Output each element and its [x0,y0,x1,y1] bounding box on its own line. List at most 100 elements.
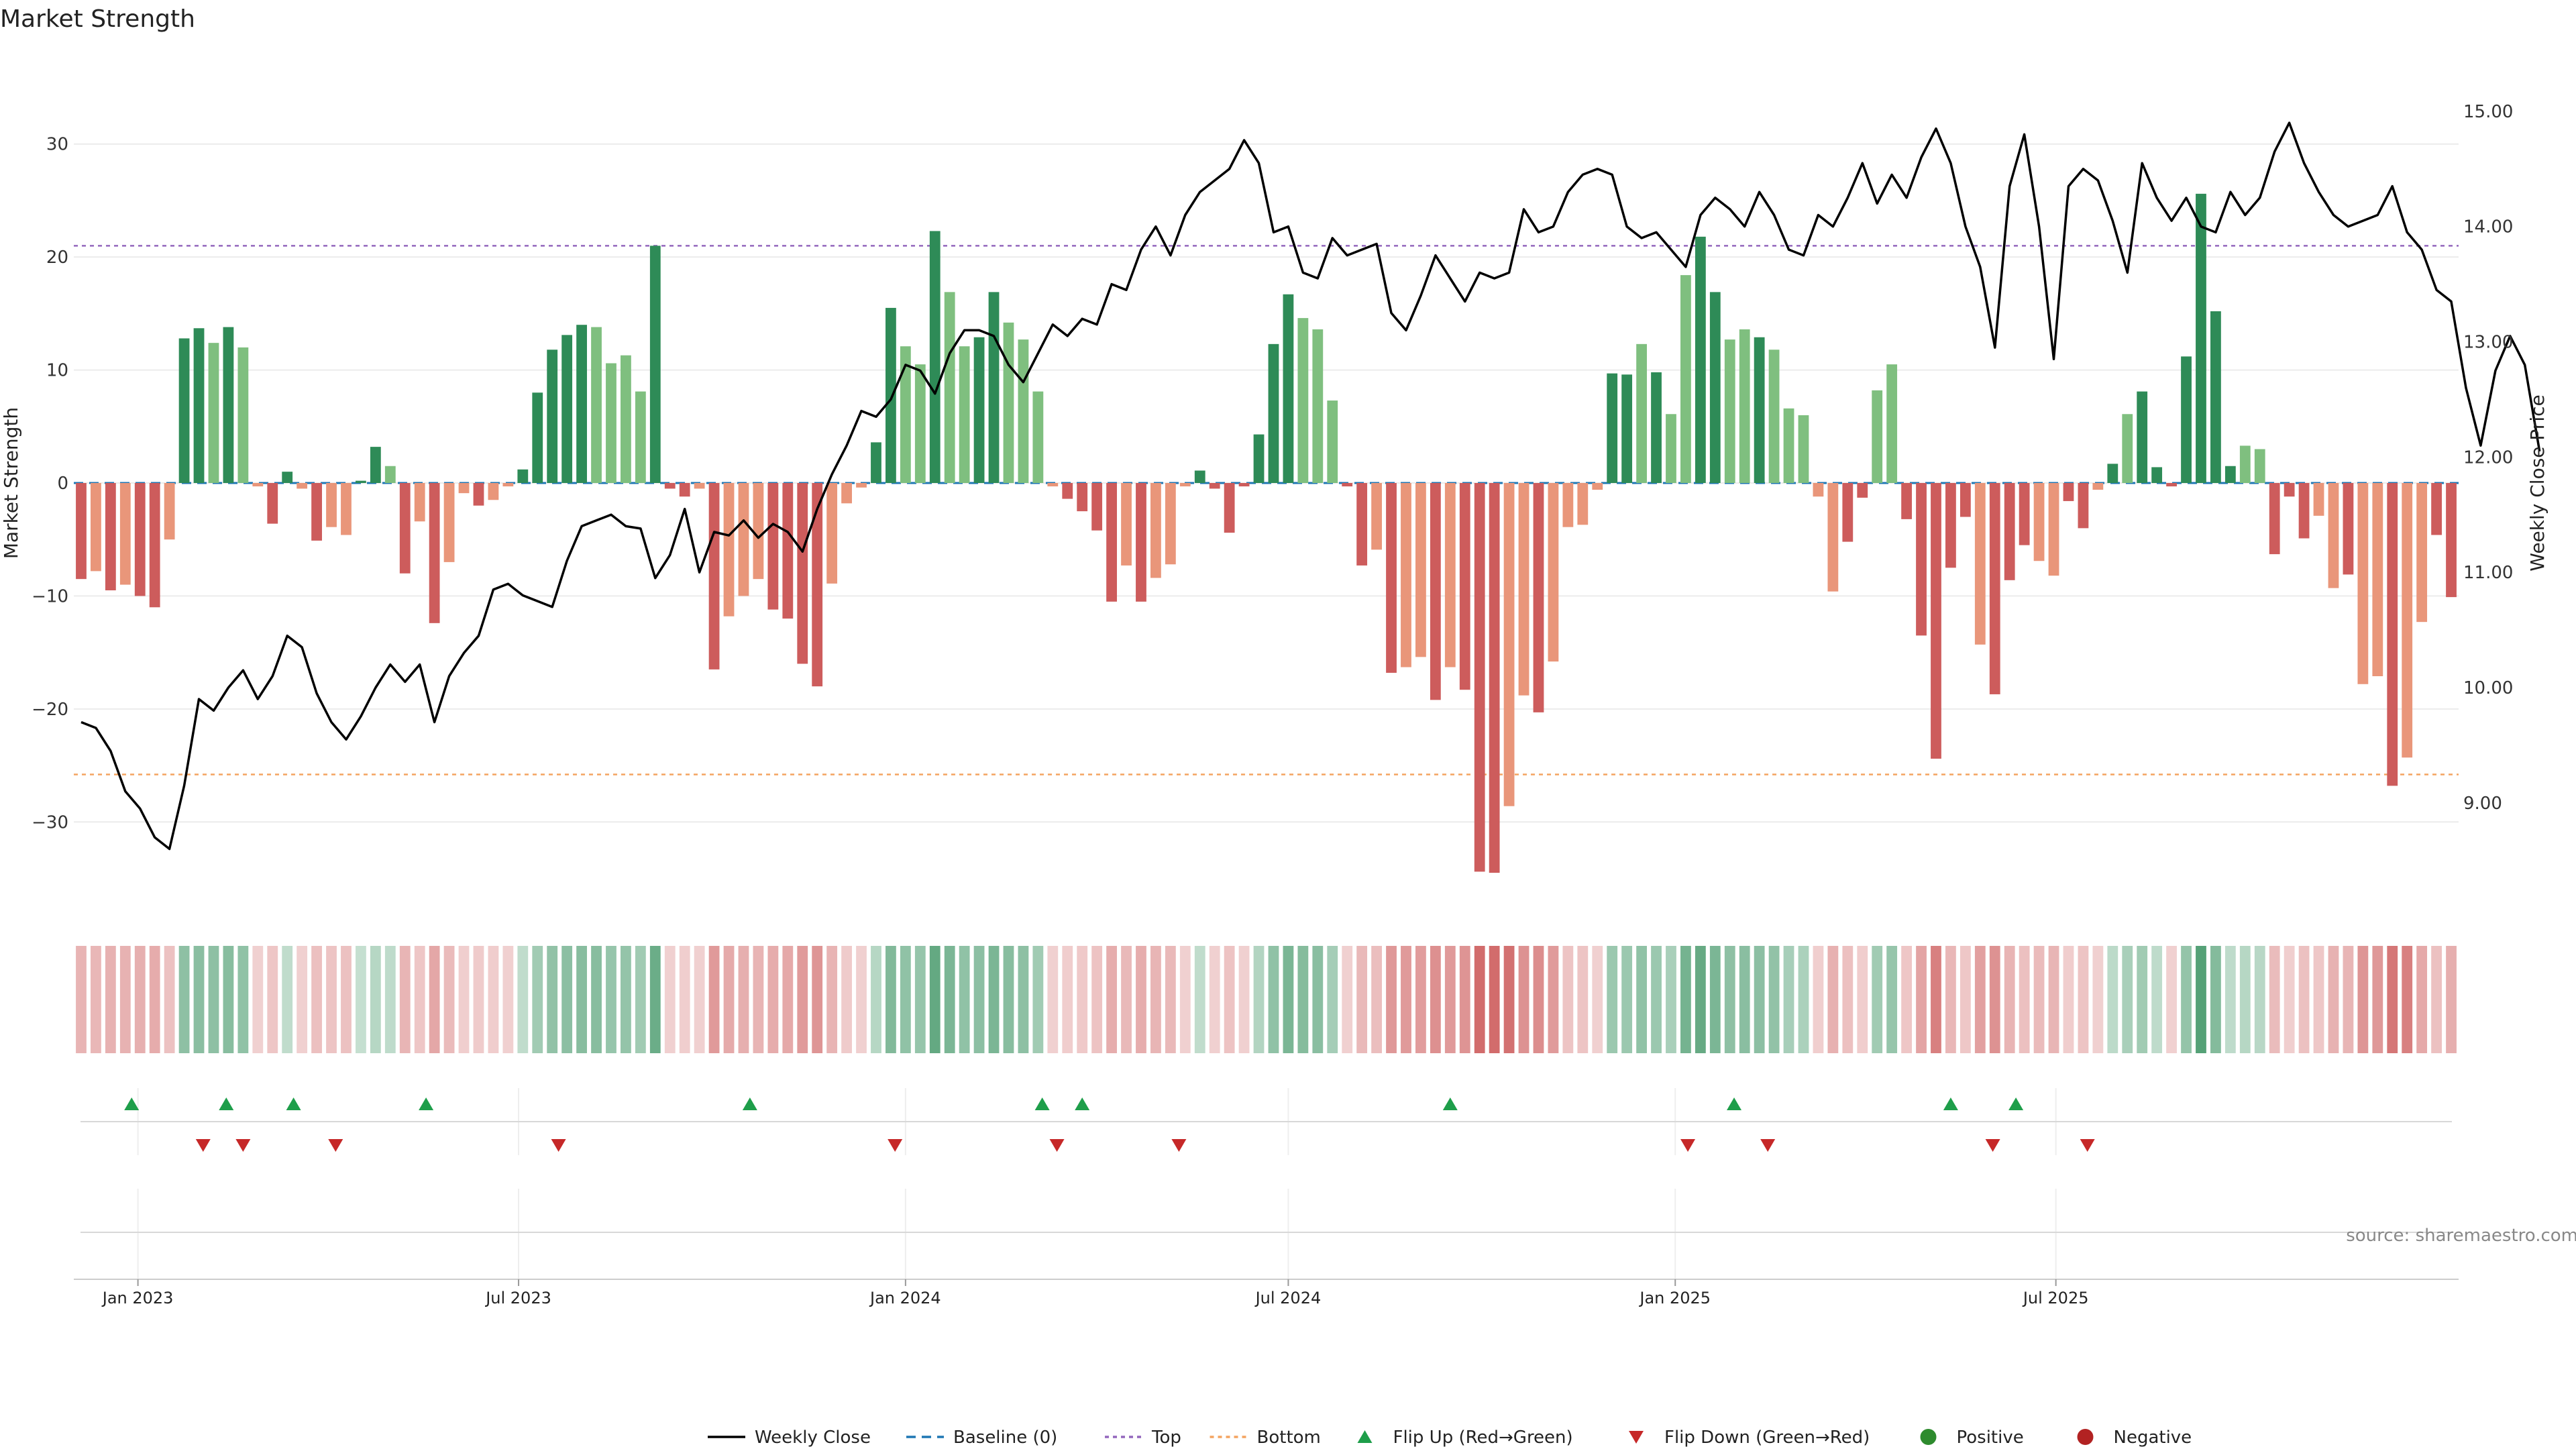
heat-cell [1459,946,1470,1053]
x-axis-ticks: Jan 2023 Jul 2023 Jan 2024 Jul 2024 Jan 2025… [101,1279,2089,1307]
legend-label: Positive [1957,1428,2024,1448]
heat-cell [1562,946,1574,1053]
heat-cell [1209,946,1220,1053]
strength-bar [1916,483,1927,636]
heat-cell [1165,946,1176,1053]
strength-bar [2239,445,2251,483]
strength-bar [753,483,764,580]
heat-cell [1003,946,1014,1053]
flip-down-marker [328,1139,343,1152]
heat-cell [2328,946,2339,1053]
strength-bar [841,483,852,504]
strength-bar [149,483,160,608]
x-tick-label: Jul 2025 [2022,1289,2089,1307]
heat-cell [193,946,205,1053]
flip-down-marker [195,1139,211,1152]
heat-cell [1091,946,1103,1053]
heat-cell [664,946,676,1053]
strength-bar [1444,483,1456,667]
flip-up-markers [124,1097,2024,1110]
strength-bar [2033,483,2045,561]
strength-bar [547,350,558,483]
heat-cell [914,946,926,1053]
x-tick-label: Jan 2024 [869,1289,941,1307]
heat-cell [223,946,234,1053]
strength-bar [1562,483,1574,527]
legend-label: Top [1151,1428,1181,1448]
heat-cell [1592,946,1603,1053]
heat-cell [988,946,1000,1053]
heat-cell [502,946,514,1053]
strength-bar [1386,483,1397,673]
heat-cell [2387,946,2398,1053]
flip-up-marker [1442,1097,1458,1110]
flip-down-marker [1049,1139,1065,1152]
strength-bar [1503,483,1515,806]
y2-axis-label: Weekly Close Price [2526,394,2548,571]
strength-bar [1931,483,1941,759]
strength-bar [1032,391,1044,483]
heat-cell [1798,946,1809,1053]
heat-cell [1695,946,1706,1053]
heat-cell [1386,946,1397,1053]
heat-cell [782,946,794,1053]
heat-cell [1047,946,1059,1053]
strength-bar [561,335,573,483]
strength-bar [1415,483,1426,657]
flip-down-marker [1171,1139,1187,1152]
heat-cell [753,946,764,1053]
strength-bar [2416,483,2428,623]
strength-bar [1945,483,1956,568]
heat-cell [2298,946,2310,1053]
heat-cell [1283,946,1294,1053]
flip-down-marker [1680,1139,1696,1152]
strength-bar [1607,373,1618,483]
strength-bar [1872,390,1883,483]
heat-cell [2416,946,2428,1053]
heat-cell [1577,946,1589,1053]
strength-bar [2078,483,2089,529]
heat-cell [134,946,146,1053]
strength-bar [311,483,322,541]
strength-bar [326,483,337,527]
heat-cell [384,946,396,1053]
strength-bar [2284,483,2295,497]
heat-cell [473,946,484,1053]
heat-cell [959,946,970,1053]
heat-cell [2107,946,2118,1053]
strength-bar [414,483,425,522]
heat-cell [2446,946,2457,1053]
strength-bar [1974,483,1986,645]
legend-flip-up: Flip Up (Red→Green) [1357,1428,1573,1448]
chart-title: Market Strength [0,5,195,33]
strength-bar [370,447,381,483]
heat-cell [1666,946,1676,1053]
strength-bar [91,483,101,572]
heat-cell [1194,946,1205,1053]
flip-down-marker [1985,1139,2000,1152]
heat-cell [723,946,735,1053]
strength-bar [1209,483,1220,489]
strength-bar [1798,415,1809,483]
heat-cell [1238,946,1250,1053]
strength-bar [193,328,205,483]
flip-up-marker [2008,1097,2024,1110]
heat-cell [973,946,985,1053]
heat-cell [1813,946,1824,1053]
heat-cell [767,946,779,1053]
heat-cell [517,946,529,1053]
heat-cell [488,946,499,1053]
heat-cell [1268,946,1279,1053]
strength-bar [1371,483,1382,550]
strength-bar [1327,400,1338,483]
flip-down-marker [551,1139,566,1152]
strength-bar [2387,483,2398,786]
heat-cell [2063,946,2074,1053]
strength-bar [1666,414,1676,483]
heat-cell [635,946,646,1053]
heat-cell [621,946,631,1053]
strength-bar [2402,483,2413,758]
strength-bar [914,364,926,483]
y-tick-label: 30 [46,135,68,155]
legend: Weekly Close Baseline (0) Top Bottom Flip Up… [708,1428,2192,1448]
